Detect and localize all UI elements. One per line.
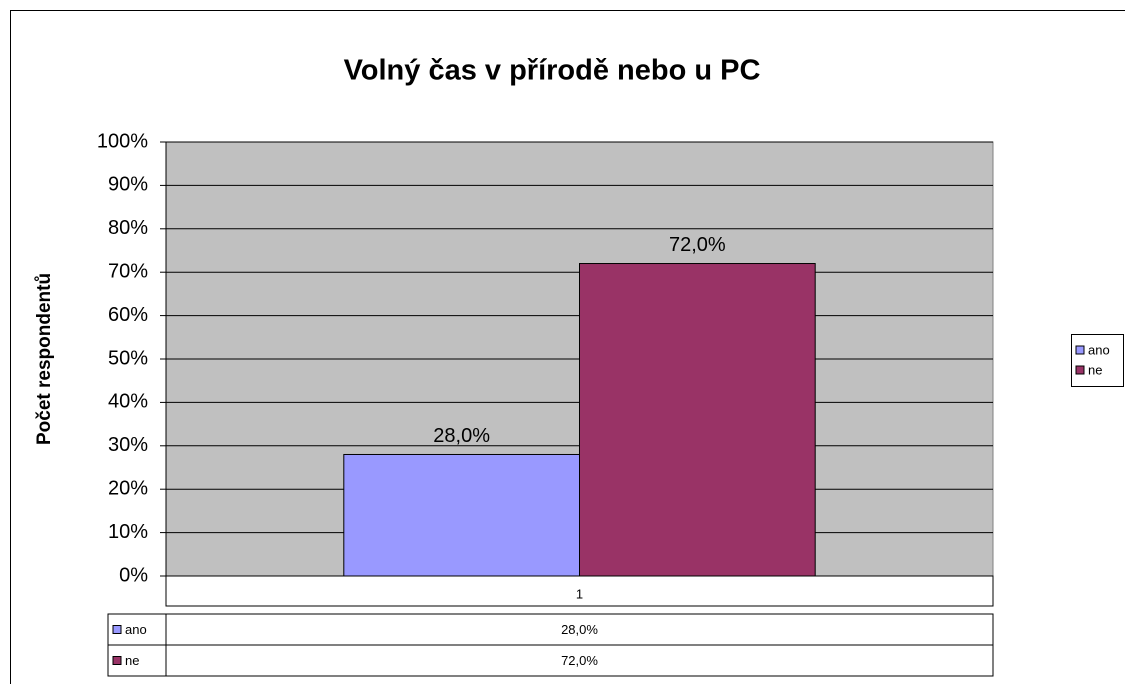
- y-tick-label: 100%: [97, 130, 148, 152]
- table-category: 1: [576, 586, 583, 601]
- chart-title: Volný čas v přírodě nebo u PC: [344, 55, 761, 87]
- table-value: 72,0%: [561, 653, 598, 668]
- y-tick-label: 0%: [119, 564, 148, 586]
- table-row: [165, 613, 994, 646]
- table-value: 28,0%: [561, 622, 598, 637]
- y-tick-label: 20%: [108, 477, 148, 499]
- legend-box: [1071, 334, 1124, 387]
- y-tick-label: 70%: [108, 260, 148, 282]
- legend-key: [1075, 345, 1085, 355]
- y-tick-label: 90%: [108, 174, 148, 196]
- y-tick-label: 60%: [108, 304, 148, 326]
- table-series-name: ne: [125, 653, 139, 668]
- y-tick-label: 80%: [108, 217, 148, 239]
- y-tick-label: 40%: [108, 391, 148, 413]
- y-tick-label: 30%: [108, 434, 148, 456]
- y-tick-label: 50%: [108, 347, 148, 369]
- table-series-name: ano: [125, 622, 147, 637]
- bar: [579, 263, 816, 577]
- legend-label: ne: [1088, 362, 1102, 377]
- data-label: 72,0%: [669, 234, 726, 256]
- table-key: [112, 625, 122, 634]
- table-row: [165, 644, 994, 677]
- table-header: [165, 575, 994, 607]
- legend-label: ano: [1088, 342, 1110, 357]
- bar: [343, 453, 580, 577]
- y-tick-label: 10%: [108, 521, 148, 543]
- y-axis-title: Počet respondentů: [34, 273, 55, 445]
- table-key: [112, 656, 122, 665]
- data-label: 28,0%: [433, 425, 490, 447]
- legend-key: [1075, 365, 1085, 375]
